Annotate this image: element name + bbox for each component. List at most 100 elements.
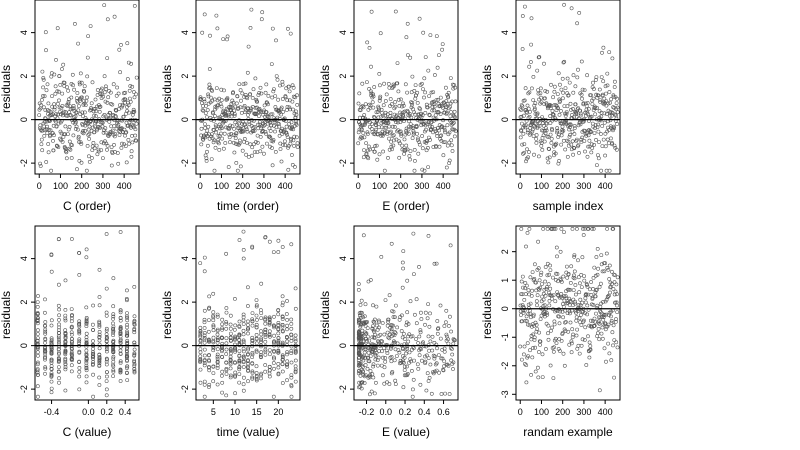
- data-point: [424, 388, 429, 393]
- data-point: [245, 304, 250, 308]
- data-point: [569, 341, 574, 346]
- data-point: [533, 345, 538, 350]
- data-point: [452, 83, 457, 88]
- data-point: [359, 386, 364, 391]
- data-point: [603, 84, 608, 89]
- data-point: [273, 129, 277, 134]
- data-point: [377, 341, 381, 346]
- data-point: [435, 327, 440, 331]
- data-point: [377, 152, 382, 157]
- data-point: [228, 123, 233, 128]
- data-point: [577, 316, 582, 321]
- data-point: [211, 364, 216, 369]
- data-point: [376, 110, 380, 114]
- data-point: [241, 312, 246, 317]
- data-point: [69, 113, 73, 118]
- data-point: [124, 130, 129, 135]
- data-point: [125, 352, 129, 357]
- data-point: [278, 147, 283, 151]
- data-point: [220, 380, 225, 385]
- data-point: [522, 150, 527, 155]
- data-point: [209, 132, 214, 137]
- data-point: [120, 102, 125, 107]
- data-point: [125, 366, 129, 371]
- data-point: [546, 337, 551, 342]
- data-point: [55, 89, 60, 94]
- data-point: [528, 348, 532, 353]
- data-point: [580, 135, 585, 140]
- data-point: [374, 143, 379, 148]
- data-point: [389, 329, 394, 334]
- data-point: [90, 80, 95, 85]
- data-point: [198, 360, 203, 364]
- data-point: [289, 375, 294, 380]
- data-point: [610, 140, 614, 145]
- data-point: [574, 318, 579, 323]
- data-point: [267, 239, 272, 244]
- data-point: [548, 121, 553, 125]
- data-point: [569, 142, 574, 147]
- data-point: [401, 266, 406, 271]
- data-point: [555, 290, 560, 295]
- data-point: [606, 322, 611, 327]
- data-point: [531, 98, 536, 103]
- data-point: [551, 376, 556, 381]
- data-point: [273, 149, 278, 154]
- data-point: [592, 131, 597, 136]
- data-point: [279, 105, 284, 110]
- data-point: [527, 64, 532, 69]
- data-point: [118, 70, 123, 75]
- data-point: [428, 33, 433, 38]
- data-point: [215, 356, 220, 361]
- data-point: [370, 335, 375, 340]
- data-point: [219, 349, 224, 354]
- data-point: [363, 363, 368, 367]
- data-point: [112, 124, 117, 128]
- data-point: [84, 351, 89, 356]
- data-point: [579, 59, 584, 64]
- data-point: [519, 129, 524, 133]
- data-point: [241, 338, 246, 343]
- data-point: [231, 100, 236, 105]
- data-point: [603, 261, 608, 266]
- data-point: [439, 392, 444, 396]
- data-point: [565, 76, 570, 81]
- data-point: [202, 97, 207, 102]
- data-point: [272, 333, 277, 338]
- data-point: [126, 137, 131, 142]
- data-point: [389, 359, 394, 364]
- data-point: [387, 136, 391, 141]
- plot-frame: [195, 0, 301, 175]
- data-point: [417, 140, 422, 145]
- data-point: [237, 319, 242, 324]
- data-point: [132, 318, 137, 323]
- data-point: [401, 249, 406, 254]
- data-point: [603, 327, 608, 332]
- data-point: [42, 105, 46, 110]
- data-point: [434, 98, 439, 103]
- data-point: [276, 331, 281, 336]
- data-point: [593, 106, 598, 111]
- y-tick-label: 2: [338, 300, 348, 305]
- data-point: [228, 322, 233, 327]
- data-point: [572, 254, 577, 259]
- data-point: [77, 365, 82, 370]
- data-point: [63, 367, 68, 372]
- data-point: [294, 112, 299, 117]
- data-point: [572, 276, 577, 281]
- data-point: [414, 297, 419, 302]
- data-point: [358, 353, 363, 358]
- data-point: [227, 126, 232, 130]
- data-point: [360, 355, 365, 360]
- data-point: [567, 127, 572, 132]
- data-point: [118, 327, 123, 332]
- data-point: [578, 297, 583, 302]
- data-point: [53, 84, 58, 89]
- data-point: [104, 339, 109, 344]
- data-point: [133, 138, 138, 143]
- data-point: [600, 144, 605, 149]
- data-point: [529, 16, 534, 21]
- data-point: [404, 351, 408, 356]
- data-point: [271, 89, 276, 94]
- data-point: [66, 132, 70, 137]
